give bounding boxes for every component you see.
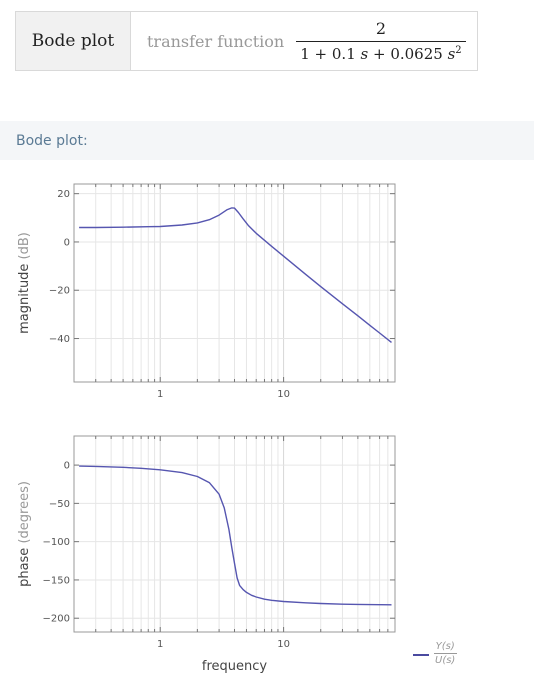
input-interpretation-box: Bode plot transfer function 2 1 + 0.1 s …: [15, 11, 478, 71]
y-axis-unit: (degrees): [17, 481, 32, 543]
denominator-variable: s: [447, 45, 456, 63]
series-line: [79, 465, 392, 606]
x-tick-label: 10: [277, 639, 290, 650]
y-tick-label: −50: [49, 499, 70, 510]
y-tick-label: 0: [64, 461, 70, 472]
numerator: 2: [375, 19, 387, 38]
field-label: transfer function: [147, 31, 285, 51]
x-axis-title: frequency: [202, 659, 268, 674]
x-tick-label: 10: [277, 389, 290, 400]
y-axis-label: magnitude: [17, 259, 32, 333]
y-tick-label: −40: [49, 334, 70, 345]
y-tick-label: 0: [64, 237, 70, 248]
y-axis-unit: (dB): [17, 232, 32, 259]
denominator-part: 1 + 0.1: [300, 45, 361, 63]
y-axis-title: phase (degrees): [17, 481, 32, 587]
transfer-function-fraction: 2 1 + 0.1 s + 0.0625 s2: [296, 19, 466, 63]
denominator: 1 + 0.1 s + 0.0625 s2: [296, 41, 466, 63]
result-title: Bode plot:: [16, 132, 88, 149]
series-line: [79, 207, 392, 343]
y-tick-label: −20: [49, 286, 70, 297]
input-content: transfer function 2 1 + 0.1 s + 0.0625 s…: [131, 12, 477, 70]
result-header: Bode plot:: [0, 121, 534, 160]
plot-magnitude: 1 10 20 0 −20 −40 magnitude (dB): [17, 183, 396, 400]
x-tick-label: 1: [157, 389, 163, 400]
plot-phase: 1 10 0 −50 −100 −150 −200 phase (degrees) freque…: [17, 435, 396, 674]
legend-numerator: Y(s): [433, 641, 457, 654]
denominator-variable: s: [360, 45, 369, 63]
denominator-exponent: 2: [455, 45, 462, 56]
legend-denominator: U(s): [435, 655, 456, 666]
x-tick-label: 1: [157, 639, 163, 650]
y-tick-label: 20: [57, 189, 70, 200]
y-tick-label: −150: [43, 575, 70, 586]
legend-swatch: [413, 654, 429, 656]
legend-label: Y(s) U(s): [433, 641, 457, 666]
y-tick-label: −100: [43, 537, 70, 548]
y-tick-label: −200: [43, 614, 70, 625]
y-axis-title: magnitude (dB): [17, 232, 32, 334]
y-axis-label: phase: [17, 544, 32, 587]
denominator-part: + 0.0625: [368, 45, 448, 63]
input-label: Bode plot: [16, 12, 131, 70]
